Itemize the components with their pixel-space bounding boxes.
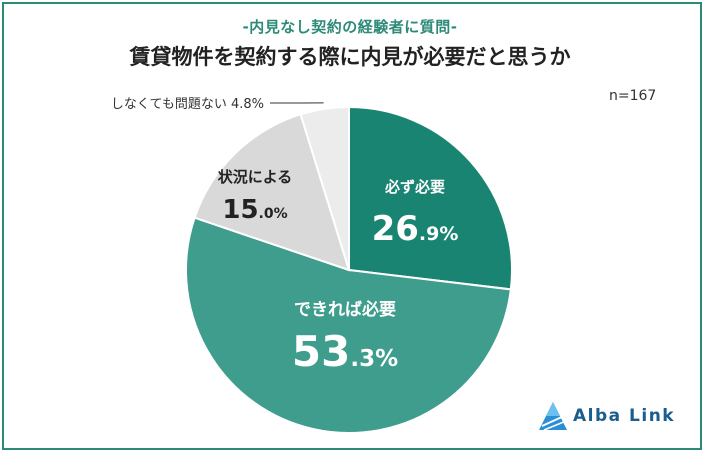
alba-link-logo: Alba Link [537,400,687,434]
slice-value-1: 26.9% [372,209,459,249]
logo-text: Alba Link [573,406,676,426]
slice-label-3: 状況による [218,168,293,186]
pie-slice-2 [185,216,512,434]
pie-slice-3 [193,113,351,272]
alba-link-logo-icon [539,402,567,431]
pie-slice-1 [348,105,513,291]
sample-size-label: n=167 [609,88,657,104]
slice-label-4: しなくても問題ない 4.8% [111,97,264,112]
pie-slice-4 [299,105,350,271]
chart-subtitle: -内見なし契約の経験者に質問- [242,18,458,36]
chart-title: 賃貸物件を契約する際に内見が必要だと思うか [129,45,571,69]
slice-value-2: 53.3% [292,327,398,376]
slice-value-3: 15.0% [222,195,287,225]
slice-label-2: できれば必要 [294,299,396,320]
slice-label-1: 必ず必要 [384,178,445,196]
